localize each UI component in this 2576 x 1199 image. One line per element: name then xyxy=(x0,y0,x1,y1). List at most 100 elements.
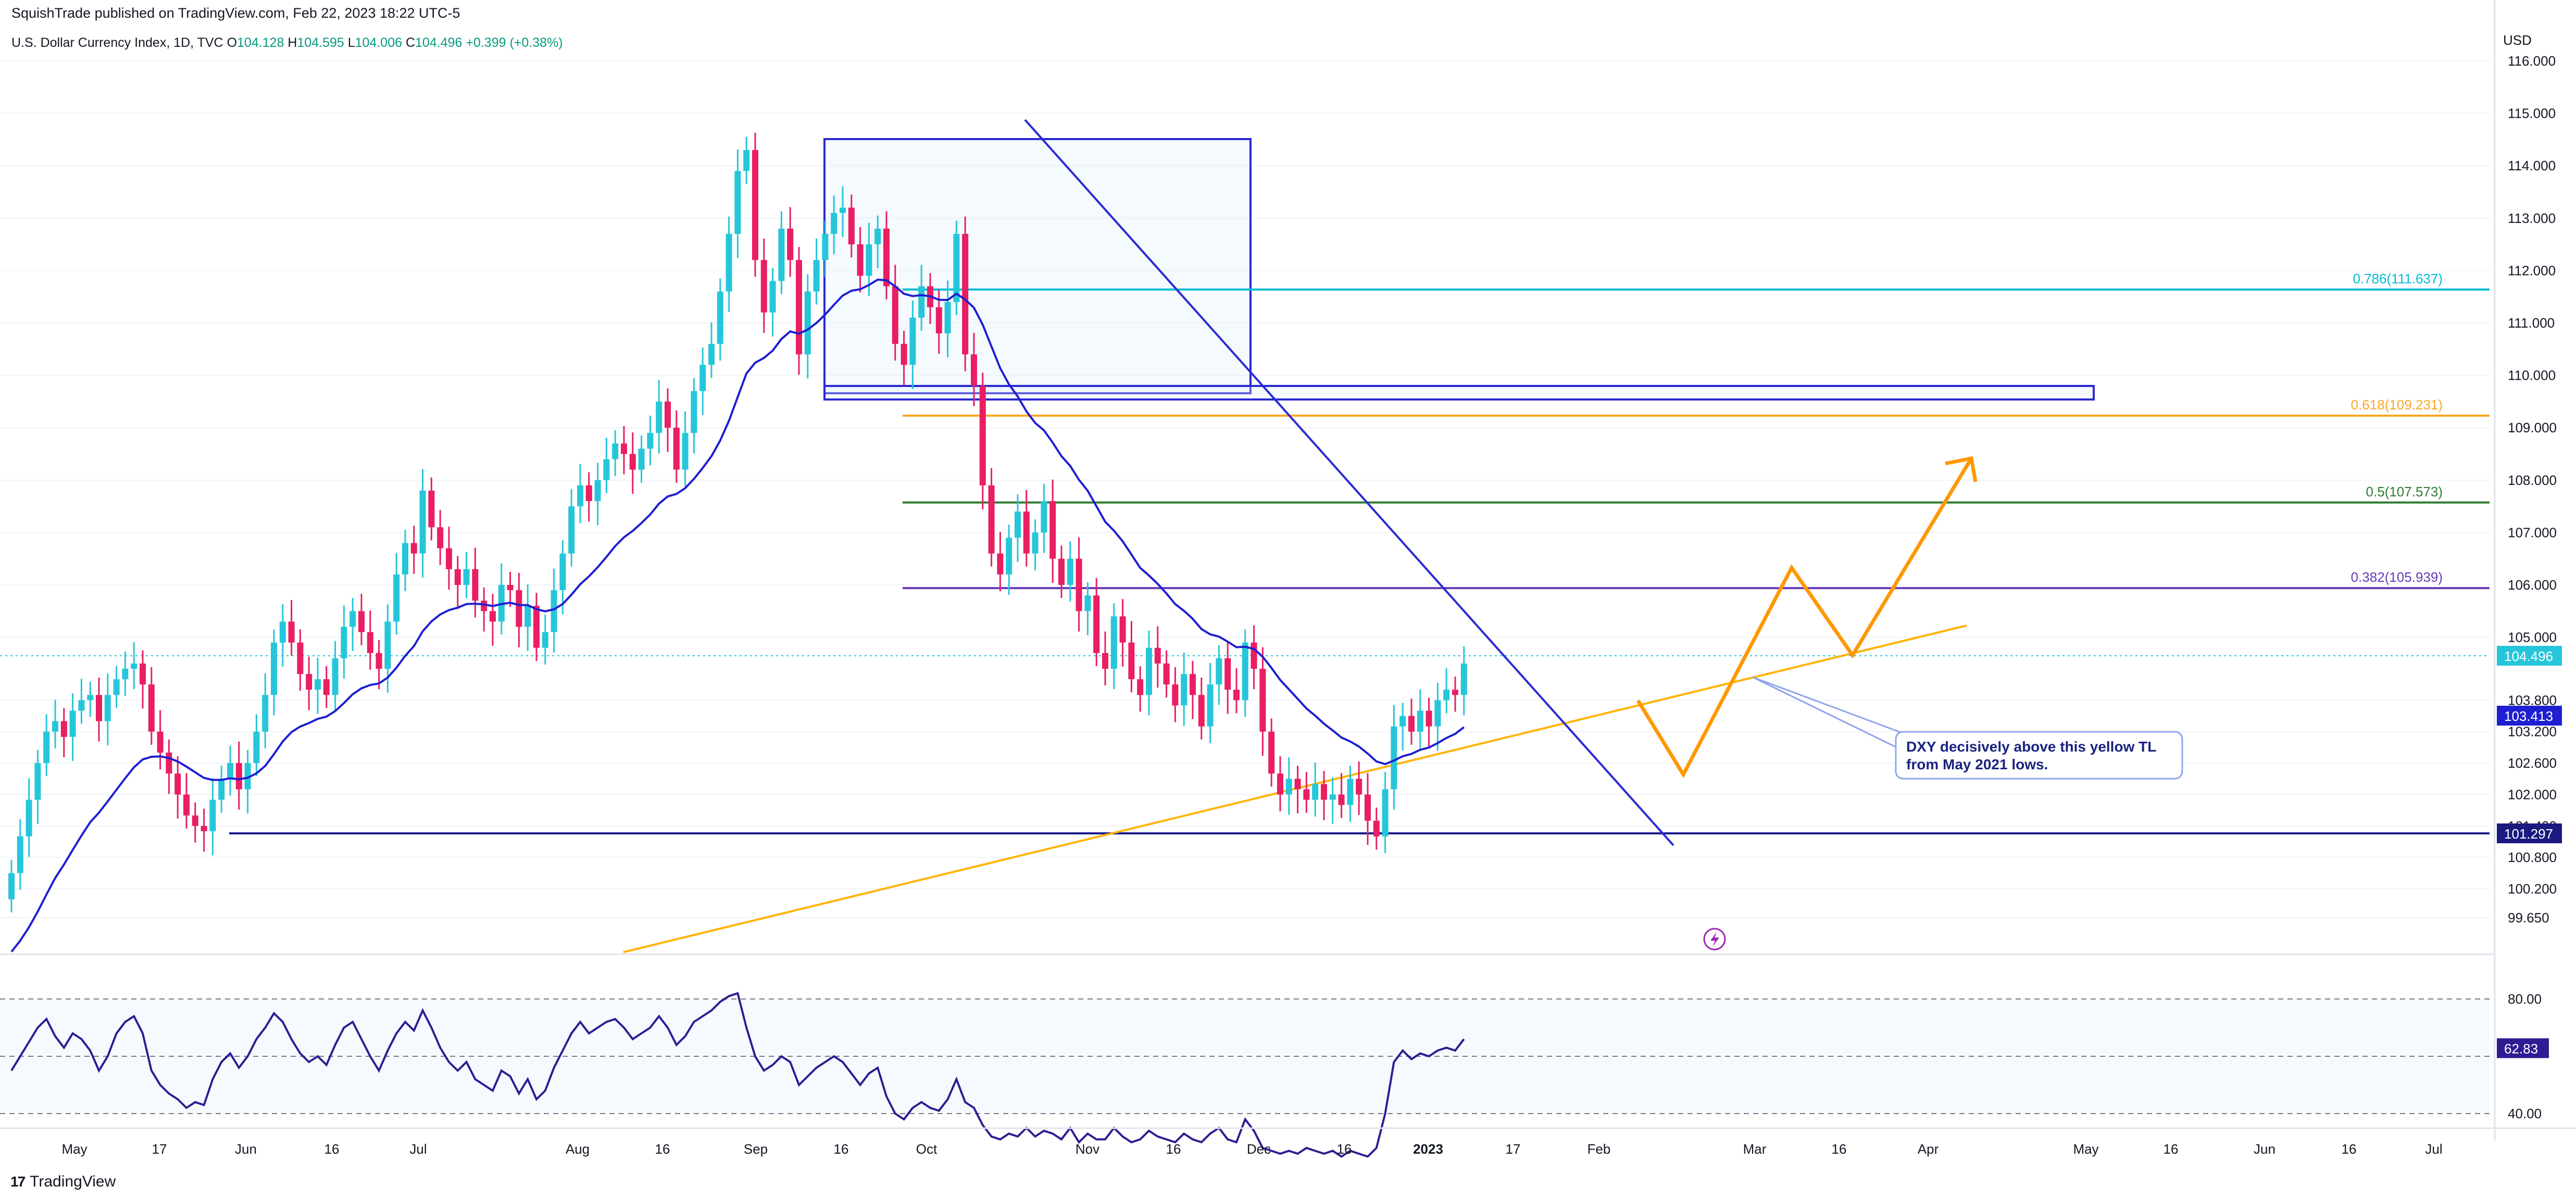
candle-body xyxy=(1137,679,1144,695)
candle-body xyxy=(1084,595,1091,611)
candle-body xyxy=(1067,558,1073,585)
price-tag-label: 101.297 xyxy=(2504,826,2553,842)
candle-body xyxy=(1408,716,1415,732)
candle-body xyxy=(1076,558,1082,611)
rsi-band xyxy=(0,999,2490,1114)
candle-body xyxy=(341,627,347,658)
candle-body xyxy=(288,621,295,643)
price-tag xyxy=(2497,823,2562,843)
symbol-legend[interactable]: U.S. Dollar Currency Index, 1D, TVC O104… xyxy=(11,35,563,51)
candle-body xyxy=(69,710,76,737)
resistance-zone-rect[interactable] xyxy=(823,385,2095,401)
candle-body xyxy=(463,569,470,585)
candle-body xyxy=(315,679,321,690)
price-tick-label: 114.000 xyxy=(2508,158,2556,173)
candle-body xyxy=(656,401,662,433)
time-tick-label: 17 xyxy=(1506,1141,1521,1157)
time-tick-label: Mar xyxy=(1743,1141,1767,1157)
candle-body xyxy=(1233,690,1240,701)
price-tick-label: 110.000 xyxy=(2508,368,2556,383)
candle-body xyxy=(1006,538,1012,574)
rsi-axis[interactable]: 80.00 40.00 62.83 xyxy=(2497,991,2549,1121)
candle-body xyxy=(122,668,129,680)
candle-body xyxy=(988,485,995,554)
candle-body xyxy=(131,663,137,669)
time-tick-label: 16 xyxy=(1337,1141,1352,1157)
annotation-box[interactable] xyxy=(1895,731,2183,780)
fib-retracement[interactable]: 0.786(111.637) 0.618(109.231) 0.5(107.573)… xyxy=(903,271,2490,590)
ohlc-value: 104.496 xyxy=(415,35,462,50)
projection-path[interactable] xyxy=(1636,457,1973,779)
ohlc-key: C xyxy=(402,35,416,50)
candle-body xyxy=(516,590,522,627)
rsi-tick-label: 80.00 xyxy=(2508,991,2542,1007)
candle-body xyxy=(148,684,155,732)
candle-body xyxy=(629,454,636,470)
candle-body xyxy=(113,679,120,695)
candle-body xyxy=(673,428,680,470)
price-tick-label: 103.200 xyxy=(2508,724,2557,740)
candle-body xyxy=(1321,784,1327,800)
candle-body xyxy=(1224,658,1231,690)
time-tick-label: Jul xyxy=(2425,1141,2442,1157)
candle-body xyxy=(349,611,356,627)
footer-brand[interactable]: 17 TradingView xyxy=(10,1173,116,1191)
time-tick-label: Nov xyxy=(1076,1141,1099,1157)
candle-body xyxy=(323,679,330,695)
time-tick-label: Jun xyxy=(2254,1141,2275,1157)
candle-body xyxy=(244,763,251,790)
candle-body xyxy=(935,307,942,334)
candle-body xyxy=(472,569,479,601)
candle-body xyxy=(8,873,15,900)
candle-body xyxy=(262,695,269,732)
candle-body xyxy=(26,800,32,836)
candle-body xyxy=(665,401,671,428)
downtrend-line[interactable] xyxy=(1024,119,1674,846)
candle-body xyxy=(428,490,435,528)
time-axis[interactable]: May 17 Jun 16 Jul Aug 16 Sep 16 Oct Nov 16 Dec 16 2023… xyxy=(61,1141,2442,1157)
candle-body xyxy=(1417,710,1423,732)
ohlc-value: 104.595 xyxy=(297,35,344,50)
time-tick-label: Oct xyxy=(916,1141,937,1157)
candle-body xyxy=(901,344,907,365)
candle-body xyxy=(840,207,846,213)
candle-body xyxy=(507,585,514,591)
candle-body xyxy=(524,606,531,627)
price-axis[interactable]: 116.000 115.000 114.000 113.000 112.000 111.0… xyxy=(2497,53,2562,926)
candle-body xyxy=(201,826,207,831)
lightning-icon[interactable] xyxy=(1703,928,1726,951)
grid-lines xyxy=(0,60,2490,918)
fib-level-label: 0.382(105.939) xyxy=(2351,569,2443,585)
candle-body xyxy=(1032,532,1039,554)
candle-body xyxy=(804,291,811,355)
candle-body xyxy=(1285,779,1292,795)
time-tick-label: 16 xyxy=(834,1141,849,1157)
candle-body xyxy=(533,606,540,648)
candle-body xyxy=(551,590,557,632)
candle-body xyxy=(34,763,41,800)
candle-body xyxy=(1329,794,1336,800)
candle-body xyxy=(848,207,855,245)
candle-body xyxy=(577,485,583,507)
candle-body xyxy=(1425,710,1432,727)
candle-body xyxy=(1294,779,1301,790)
candle-body xyxy=(1093,595,1100,653)
time-tick-label: Feb xyxy=(1587,1141,1611,1157)
candle-body xyxy=(78,700,85,711)
candle-body xyxy=(1198,695,1205,727)
candle-body xyxy=(1391,726,1397,790)
candle-body xyxy=(1338,794,1345,805)
ohlc-key: L xyxy=(344,35,355,50)
ema-line xyxy=(10,278,1465,953)
candle-body xyxy=(717,291,723,344)
candle-body xyxy=(376,653,382,669)
candle-body xyxy=(43,731,50,764)
candle-body xyxy=(1268,731,1275,774)
time-tick-label: 16 xyxy=(1832,1141,1847,1157)
candle-body xyxy=(997,553,1004,574)
candle-body xyxy=(585,485,592,502)
candle-body xyxy=(831,213,837,234)
candle-body xyxy=(734,171,741,234)
candle-body xyxy=(437,527,444,548)
candle-body xyxy=(883,228,890,286)
